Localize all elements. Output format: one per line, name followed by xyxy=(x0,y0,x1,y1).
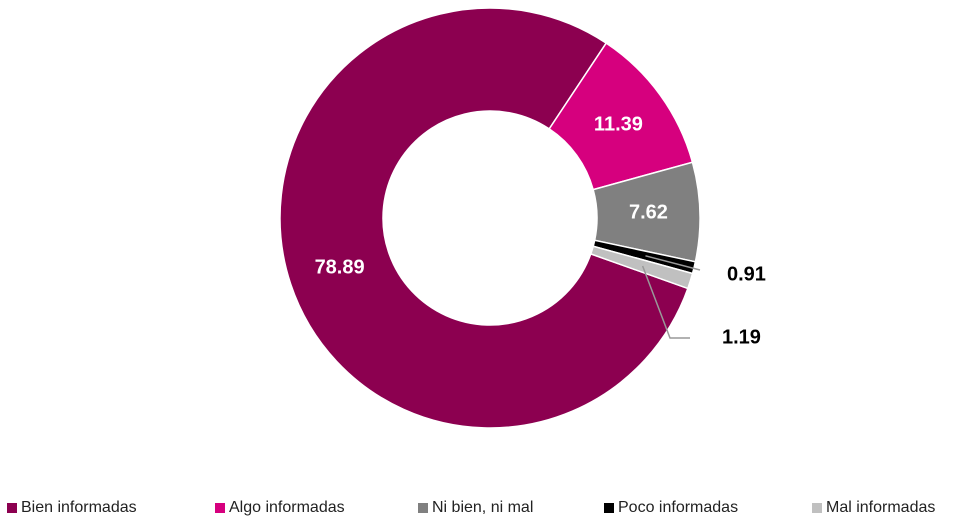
donut-slice xyxy=(279,7,689,429)
legend-swatch xyxy=(7,503,17,513)
data-label: 11.39 xyxy=(594,113,643,135)
donut-slice xyxy=(589,245,694,290)
data-label: 78.89 xyxy=(315,256,365,278)
legend-label: Mal informadas xyxy=(826,499,935,516)
legend-swatch xyxy=(604,503,614,513)
leader-line xyxy=(645,255,701,271)
legend-label: Bien informadas xyxy=(21,499,137,516)
legend-swatch xyxy=(215,503,225,513)
legend-label: Algo informadas xyxy=(229,499,345,516)
data-label: 1.19 xyxy=(722,326,761,348)
legend-label: Ni bien, ni mal xyxy=(432,499,533,516)
legend-swatch xyxy=(418,503,428,513)
data-label: 7.62 xyxy=(629,202,668,224)
legend-label: Poco informadas xyxy=(618,499,738,516)
legend-swatch xyxy=(812,503,822,513)
leader-line xyxy=(641,265,690,339)
data-label: 0.91 xyxy=(727,263,766,285)
